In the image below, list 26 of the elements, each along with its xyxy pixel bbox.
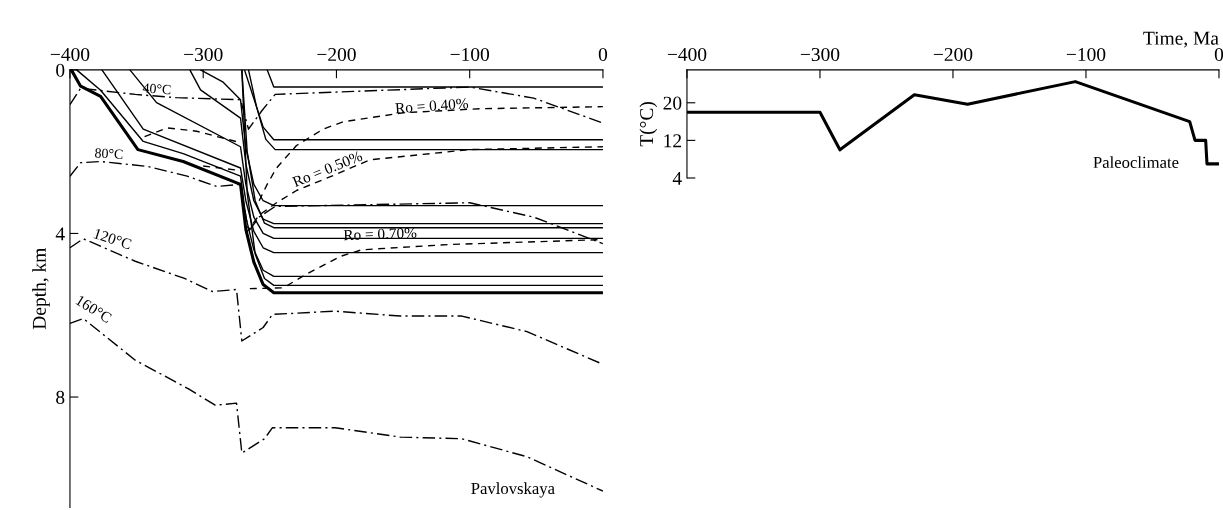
y-tick-label: 0 — [56, 63, 65, 77]
annotation: 120°C — [93, 228, 132, 250]
x-tick-label: −200 — [933, 47, 973, 62]
x-tick-label: −400 — [50, 47, 90, 62]
x-tick-label: −400 — [667, 47, 707, 62]
annotation: 80°C — [94, 148, 123, 159]
annotation: 40°C — [142, 83, 171, 95]
x-tick-label: −100 — [450, 47, 490, 62]
y-tick-label: 12 — [664, 134, 682, 148]
x-tick-label: −300 — [800, 47, 840, 62]
annotation: Paleoclimate — [1093, 156, 1179, 168]
x-axis-title: Time, Ma — [1143, 31, 1219, 48]
y-axis-title: T(°C) — [639, 102, 658, 147]
x-tick-label: −300 — [184, 47, 223, 62]
y-tick-label: 4 — [55, 227, 65, 241]
annotation: Ro = 0.40% — [395, 98, 469, 114]
annotation: Ro = 0.50% — [291, 150, 363, 188]
y-tick-label: 20 — [663, 96, 682, 110]
y-axis-title: Depth, km — [32, 247, 50, 330]
x-tick-label: −200 — [317, 47, 356, 62]
x-tick-label: 0 — [598, 47, 608, 62]
x-tick-label: 0 — [1214, 47, 1223, 62]
x-tick-label: −100 — [1066, 47, 1106, 62]
y-tick-label: 8 — [56, 390, 65, 404]
annotation: Pavlovskaya — [471, 482, 555, 498]
y-tick-label: 4 — [672, 171, 682, 185]
